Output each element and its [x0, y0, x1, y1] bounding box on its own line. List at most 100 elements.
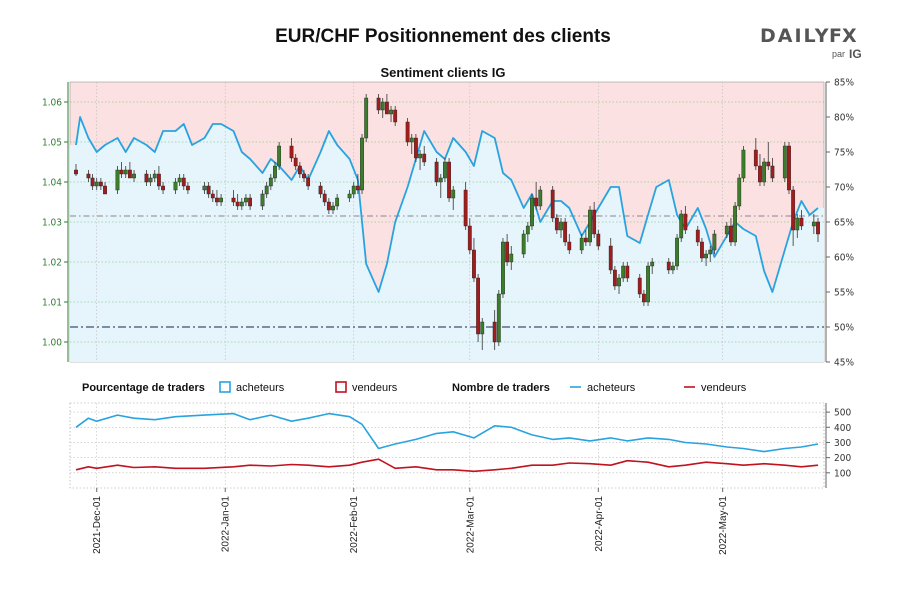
candle-body — [811, 221, 816, 227]
sentiment-tick-label: 45% — [834, 358, 854, 369]
candle-body — [418, 153, 422, 159]
candle-body — [389, 109, 393, 115]
candle-body — [94, 181, 99, 187]
candle-body — [74, 169, 78, 175]
price-tick-label: 1.04 — [42, 178, 62, 189]
candle-body — [173, 181, 178, 191]
candle-body — [144, 173, 149, 183]
sentiment-tick-label: 60% — [834, 253, 854, 264]
candle-body — [322, 193, 327, 203]
sentiment-tick-label: 65% — [834, 218, 854, 229]
candle-body — [157, 173, 161, 187]
candle-body — [376, 97, 381, 111]
candle-body — [414, 137, 418, 159]
candle-body — [675, 237, 679, 267]
candle-body — [762, 161, 767, 183]
legend-count-header: Nombre de traders — [452, 382, 550, 394]
date-axis: 2021-Dec-01 2022-Jan-01 2022-Feb-01 2022-Ma… — [92, 488, 729, 555]
candle-body — [650, 261, 655, 267]
candle-body — [86, 173, 91, 179]
candle-body — [683, 213, 688, 231]
price-tick-label: 1.06 — [42, 98, 62, 109]
price-tick-label: 1.05 — [42, 138, 62, 149]
price-sentiment-panel: 1.00 1.01 1.02 1.03 1.04 1.05 1.06 45% 50% 55% 60… — [42, 78, 854, 369]
candle-body — [770, 165, 775, 179]
candle-body — [758, 165, 762, 183]
candle-body — [181, 177, 186, 187]
candle-body — [621, 265, 626, 279]
brand-ig: IG — [849, 47, 862, 61]
legend-buyers-pct: acheteurs — [236, 382, 285, 394]
candle-body — [268, 177, 273, 187]
candle-body — [592, 209, 597, 235]
candle-body — [559, 221, 563, 231]
candle-body — [119, 169, 124, 175]
candle-body — [646, 265, 650, 303]
candle-body — [202, 185, 207, 191]
candle-body — [347, 193, 352, 199]
candle-body — [405, 121, 410, 143]
candle-body — [617, 277, 621, 287]
chart-subtitle: Sentiment clients IG — [381, 65, 506, 80]
sentiment-tick-label: 50% — [834, 323, 854, 334]
candle-body — [326, 201, 331, 211]
candle-body — [525, 225, 530, 235]
candle-body — [700, 241, 704, 259]
legend-sellers-swatch — [335, 381, 347, 393]
candle-body — [704, 253, 708, 259]
candle-body — [729, 225, 733, 243]
brand-daily: DAILY — [760, 25, 830, 47]
candle-body — [215, 197, 219, 203]
sentiment-axis: 45% 50% 55% 60% 65% 70% 75% 80% 85% — [825, 78, 854, 369]
candle-body — [244, 197, 248, 203]
candle-body — [530, 197, 534, 227]
candle-body — [679, 213, 684, 239]
candle-body — [583, 237, 588, 243]
candle-body — [393, 109, 398, 123]
candle-body — [239, 201, 244, 207]
count-axis: 100 200 300 400 500 — [825, 403, 851, 488]
candle-body — [791, 189, 796, 231]
candle-body — [588, 209, 592, 243]
candle-body — [302, 173, 306, 179]
sellers-count-line — [75, 458, 819, 473]
legend-buyers-count: acheteurs — [587, 382, 636, 394]
candle-body — [708, 249, 713, 255]
chart-title: EUR/CHF Positionnement des clients — [275, 26, 611, 47]
candle-body — [318, 185, 323, 195]
candle-body — [666, 261, 671, 271]
candle-body — [637, 277, 642, 295]
candle-body — [434, 161, 439, 183]
trader-count-panel: 100 200 300 400 500 — [69, 402, 851, 489]
candle-body — [476, 277, 480, 335]
candle-body — [496, 293, 501, 343]
date-tick-label: 2022-Feb-01 — [349, 496, 360, 554]
candle-body — [360, 137, 364, 191]
date-tick-label: 2021-Dec-01 — [92, 496, 103, 554]
price-tick-label: 1.01 — [42, 298, 62, 309]
sentiment-tick-label: 55% — [834, 288, 854, 299]
price-candles — [74, 94, 820, 350]
count-tick-label: 100 — [834, 468, 851, 479]
candle-body — [90, 177, 95, 187]
candle-body — [289, 145, 294, 159]
candle-body — [782, 145, 787, 179]
candle-body — [210, 193, 215, 199]
buyers-count-line — [75, 412, 819, 453]
candle-body — [115, 169, 120, 191]
candle-body — [380, 101, 385, 111]
candle-body — [293, 157, 298, 167]
candle-body — [712, 233, 717, 251]
candle-body — [447, 161, 451, 199]
candle-body — [641, 293, 646, 303]
reference-lines — [70, 215, 824, 328]
candle-body — [123, 169, 128, 175]
candle-body — [264, 185, 269, 195]
candle-body — [219, 197, 223, 203]
candle-body — [132, 173, 136, 179]
count-tick-label: 300 — [834, 438, 851, 449]
count-tick-label: 500 — [834, 408, 851, 419]
candle-body — [451, 189, 456, 199]
price-tick-label: 1.00 — [42, 338, 62, 349]
price-tick-label: 1.03 — [42, 218, 62, 229]
